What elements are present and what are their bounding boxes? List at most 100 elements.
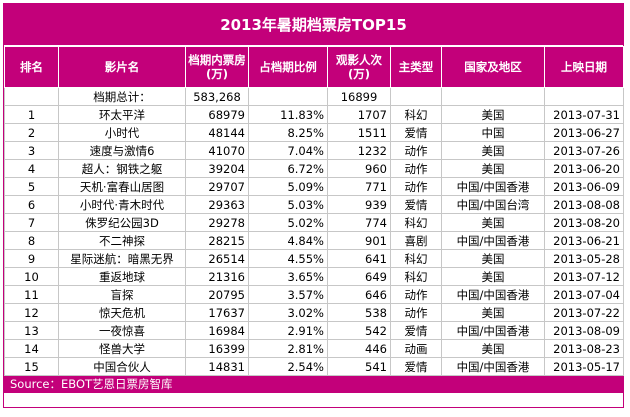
cell-genre: 动作 [390, 177, 442, 196]
cell-date: 2013-08-09 [544, 321, 624, 340]
table-row: 6 小时代·青木时代 29363 5.03% 939 爱情 中国/中国台湾 2013-08-0… [4, 195, 624, 214]
cell-region: 中国/中国香港 [441, 231, 545, 250]
cell-share: 3.57% [248, 285, 328, 304]
cell-date: 2013-07-22 [544, 303, 624, 322]
table-row: 12 惊天危机 17637 3.02% 538 动作 美国 2013-07-22 [4, 303, 624, 322]
table-row: 9 星际迷航：暗黑无界 26514 4.55% 641 科幻 美国 2013-05-28 [4, 249, 624, 268]
header-rank: 排名 [4, 46, 59, 88]
table-row: 7 侏罗纪公园3D 29278 5.02% 774 科幻 美国 2013-08-20 [4, 213, 624, 232]
header-row: 排名 影片名 档期内票房(万) 占档期比例 观影人次(万) 主类型 国家及地区 … [4, 46, 624, 88]
cell-audience: 646 [327, 285, 391, 304]
total-label: 档期总计： [58, 87, 186, 106]
table-row: 10 重返地球 21316 3.65% 649 科幻 美国 2013-07-12 [4, 267, 624, 286]
cell-share: 11.83% [248, 105, 328, 124]
cell-share: 5.09% [248, 177, 328, 196]
cell-region: 美国 [441, 213, 545, 232]
cell-rank: 9 [4, 249, 59, 268]
cell-film: 惊天危机 [58, 303, 186, 322]
cell-genre: 科幻 [390, 213, 442, 232]
cell-share: 6.72% [248, 159, 328, 178]
cell-share: 2.91% [248, 321, 328, 340]
table-row: 2 小时代 48144 8.25% 1511 爱情 中国 2013-06-27 [4, 123, 624, 142]
header-genre: 主类型 [390, 46, 442, 88]
cell-film: 小时代 [58, 123, 186, 142]
cell-region: 中国/中国香港 [441, 177, 545, 196]
cell-date: 2013-05-17 [544, 357, 624, 376]
header-share: 占档期比例 [248, 46, 328, 88]
cell-genre: 科幻 [390, 249, 442, 268]
cell-film: 天机·富春山居图 [58, 177, 186, 196]
cell-genre: 动作 [390, 303, 442, 322]
table-row: 1 环太平洋 68979 11.83% 1707 科幻 美国 2013-07-31 [4, 105, 624, 124]
cell-film: 环太平洋 [58, 105, 186, 124]
cell-rank: 8 [4, 231, 59, 250]
table-row: 14 怪兽大学 16399 2.81% 446 动画 美国 2013-08-23 [4, 339, 624, 358]
cell-genre: 爱情 [390, 357, 442, 376]
cell-box-office: 21316 [185, 267, 249, 286]
cell-share: 4.55% [248, 249, 328, 268]
cell-region: 中国/中国香港 [441, 321, 545, 340]
total-row: 档期总计： 583,268 16899 [4, 87, 624, 106]
cell-rank: 15 [4, 357, 59, 376]
cell-genre: 喜剧 [390, 231, 442, 250]
cell-audience: 771 [327, 177, 391, 196]
cell-date: 2013-08-20 [544, 213, 624, 232]
header-box-office: 档期内票房(万) [185, 46, 249, 88]
cell-audience: 542 [327, 321, 391, 340]
cell-share: 3.65% [248, 267, 328, 286]
ranking-table-frame: 2013年暑期档票房TOP15 排名 影片名 档期内票房(万) 占档期比例 观影… [3, 3, 624, 408]
cell-film: 速度与激情6 [58, 141, 186, 160]
cell-date: 2013-06-09 [544, 177, 624, 196]
cell-share: 4.84% [248, 231, 328, 250]
cell-rank: 10 [4, 267, 59, 286]
total-box-office: 583,268 [185, 87, 249, 106]
cell-share: 8.25% [248, 123, 328, 142]
table-row: 3 速度与激情6 41070 7.04% 1232 动作 美国 2013-07-26 [4, 141, 624, 160]
cell-rank: 7 [4, 213, 59, 232]
cell-genre: 动画 [390, 339, 442, 358]
box-office-table: 排名 影片名 档期内票房(万) 占档期比例 观影人次(万) 主类型 国家及地区 … [4, 46, 624, 376]
cell-share: 7.04% [248, 141, 328, 160]
cell-region: 美国 [441, 339, 545, 358]
cell-audience: 939 [327, 195, 391, 214]
table-row: 5 天机·富春山居图 29707 5.09% 771 动作 中国/中国香港 2013-06-0… [4, 177, 624, 196]
cell-region: 美国 [441, 141, 545, 160]
cell-audience: 774 [327, 213, 391, 232]
cell-audience: 446 [327, 339, 391, 358]
cell-film: 超人：钢铁之躯 [58, 159, 186, 178]
table-row: 11 盲探 20795 3.57% 646 动作 中国/中国香港 2013-07-04 [4, 285, 624, 304]
cell-audience: 541 [327, 357, 391, 376]
cell-box-office: 16399 [185, 339, 249, 358]
cell-region: 中国 [441, 123, 545, 142]
cell-rank: 3 [4, 141, 59, 160]
table-title: 2013年暑期档票房TOP15 [4, 4, 623, 46]
table-row: 15 中国合伙人 14831 2.54% 541 爱情 中国/中国香港 2013-05-17 [4, 357, 624, 376]
cell-box-office: 29363 [185, 195, 249, 214]
cell-rank: 14 [4, 339, 59, 358]
cell-region: 美国 [441, 303, 545, 322]
cell-audience: 1707 [327, 105, 391, 124]
cell-audience: 1511 [327, 123, 391, 142]
cell-audience: 649 [327, 267, 391, 286]
cell-audience: 641 [327, 249, 391, 268]
cell-audience: 538 [327, 303, 391, 322]
cell-box-office: 17637 [185, 303, 249, 322]
cell-genre: 爱情 [390, 195, 442, 214]
cell-share: 5.02% [248, 213, 328, 232]
cell-region: 美国 [441, 249, 545, 268]
cell-genre: 科幻 [390, 105, 442, 124]
source-note: Source：EBOT艺恩日票房智库 [4, 376, 623, 393]
cell-audience: 901 [327, 231, 391, 250]
total-audience: 16899 [327, 87, 391, 106]
cell-film: 不二神探 [58, 231, 186, 250]
cell-date: 2013-06-27 [544, 123, 624, 142]
cell-box-office: 68979 [185, 105, 249, 124]
header-region: 国家及地区 [441, 46, 545, 88]
cell-box-office: 16984 [185, 321, 249, 340]
cell-share: 2.81% [248, 339, 328, 358]
cell-film: 重返地球 [58, 267, 186, 286]
cell-date: 2013-08-08 [544, 195, 624, 214]
cell-genre: 动作 [390, 141, 442, 160]
cell-share: 2.54% [248, 357, 328, 376]
cell-region: 中国/中国香港 [441, 357, 545, 376]
